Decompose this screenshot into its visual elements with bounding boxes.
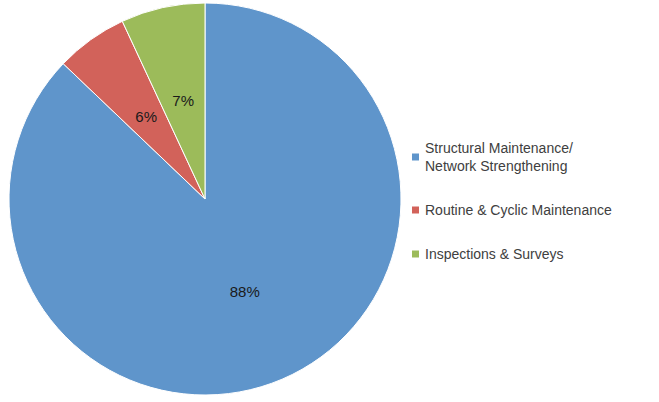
svg-text:Network Strengthening: Network Strengthening [425, 158, 567, 174]
svg-text:Routine & Cyclic Maintenance: Routine & Cyclic Maintenance [425, 202, 612, 218]
svg-text:88%: 88% [230, 283, 260, 300]
svg-text:Inspections & Surveys: Inspections & Surveys [425, 246, 564, 262]
svg-text:6%: 6% [135, 108, 157, 125]
svg-text:7%: 7% [172, 92, 194, 109]
svg-text:Structural Maintenance/: Structural Maintenance/ [425, 140, 573, 156]
